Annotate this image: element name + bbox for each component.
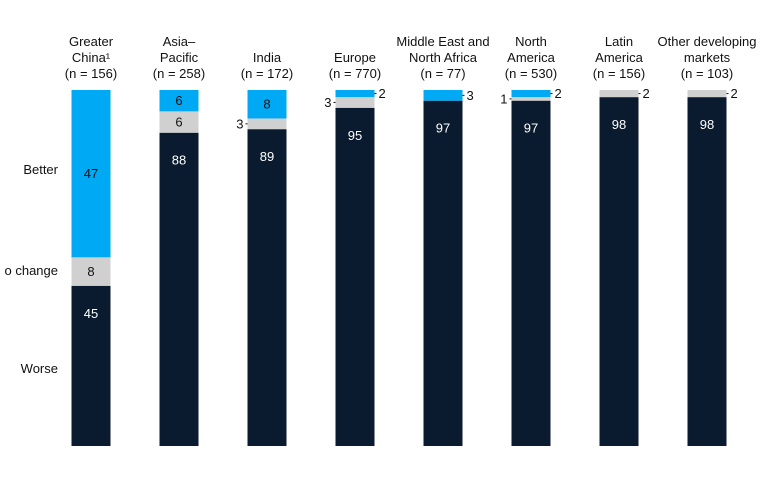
category-label-5-line-1: America <box>507 50 555 65</box>
bar-worse-0 <box>71 285 111 446</box>
value-label-no-change-5: 1 <box>500 91 507 106</box>
row-label-0: Better <box>23 162 58 177</box>
value-label-no-change-0: 8 <box>87 264 94 279</box>
bar-no-change-7 <box>687 90 727 98</box>
row-label-1: o change <box>5 263 59 278</box>
category-label-6-line-2: (n = 156) <box>593 66 645 81</box>
value-label-no-change-1: 6 <box>175 115 182 130</box>
value-label-no-change-7: 2 <box>731 86 738 101</box>
bar-better-0 <box>71 90 111 258</box>
category-label-2-line-1: (n = 172) <box>241 66 293 81</box>
row-label-2: Worse <box>21 361 58 376</box>
category-label-7-line-1: markets <box>684 50 731 65</box>
bar-worse-5 <box>511 100 551 447</box>
bar-no-change-2 <box>247 118 287 130</box>
value-label-worse-2: 89 <box>260 149 274 164</box>
category-label-2-line-0: India <box>253 50 282 65</box>
value-label-worse-1: 88 <box>172 153 186 168</box>
category-label-5-line-0: North <box>515 34 547 49</box>
category-label-7-line-2: (n = 103) <box>681 66 733 81</box>
bar-better-5 <box>511 90 551 98</box>
value-label-worse-4: 97 <box>436 121 450 136</box>
category-label-0-line-2: (n = 156) <box>65 66 117 81</box>
value-label-better-1: 6 <box>175 93 182 108</box>
bar-worse-7 <box>687 97 727 447</box>
value-label-better-2: 8 <box>263 97 270 112</box>
category-label-5-line-2: (n = 530) <box>505 66 557 81</box>
bar-no-change-1 <box>159 111 199 133</box>
value-label-better-0: 47 <box>84 166 98 181</box>
category-label-4-line-0: Middle East and <box>396 34 489 49</box>
category-label-1-line-1: Pacific <box>160 50 199 65</box>
bar-no-change-5 <box>511 97 551 101</box>
category-label-1-line-2: (n = 258) <box>153 66 205 81</box>
bar-better-1 <box>159 90 199 112</box>
bar-worse-2 <box>247 129 287 446</box>
category-label-3-line-0: Europe <box>334 50 376 65</box>
value-label-better-4: 3 <box>467 88 474 103</box>
bar-no-change-3 <box>335 97 375 108</box>
bar-worse-3 <box>335 107 375 447</box>
category-label-6-line-0: Latin <box>605 34 633 49</box>
value-label-no-change-6: 2 <box>643 86 650 101</box>
bar-worse-4 <box>423 100 463 447</box>
value-label-worse-5: 97 <box>524 121 538 136</box>
value-label-better-3: 2 <box>379 86 386 101</box>
value-label-worse-6: 98 <box>612 117 626 132</box>
bar-no-change-0 <box>71 257 111 286</box>
value-label-no-change-2: 3 <box>236 116 243 131</box>
category-label-7-line-0: Other developing <box>657 34 756 49</box>
bar-no-change-6 <box>599 90 639 98</box>
value-label-worse-3: 95 <box>348 128 362 143</box>
category-label-4-line-2: (n = 77) <box>420 66 465 81</box>
category-label-6-line-1: America <box>595 50 643 65</box>
bar-better-4 <box>423 90 463 101</box>
value-label-better-5: 2 <box>555 86 562 101</box>
category-label-4-line-1: North Africa <box>409 50 478 65</box>
category-label-3-line-1: (n = 770) <box>329 66 381 81</box>
category-label-1-line-0: Asia– <box>163 34 196 49</box>
bar-worse-1 <box>159 132 199 446</box>
bar-better-3 <box>335 90 375 98</box>
bar-better-2 <box>247 90 287 119</box>
category-label-0-line-0: Greater <box>69 34 114 49</box>
value-label-worse-7: 98 <box>700 117 714 132</box>
category-label-0-line-1: China¹ <box>72 50 111 65</box>
value-label-worse-0: 45 <box>84 306 98 321</box>
value-label-no-change-3: 3 <box>324 95 331 110</box>
bar-worse-6 <box>599 97 639 447</box>
